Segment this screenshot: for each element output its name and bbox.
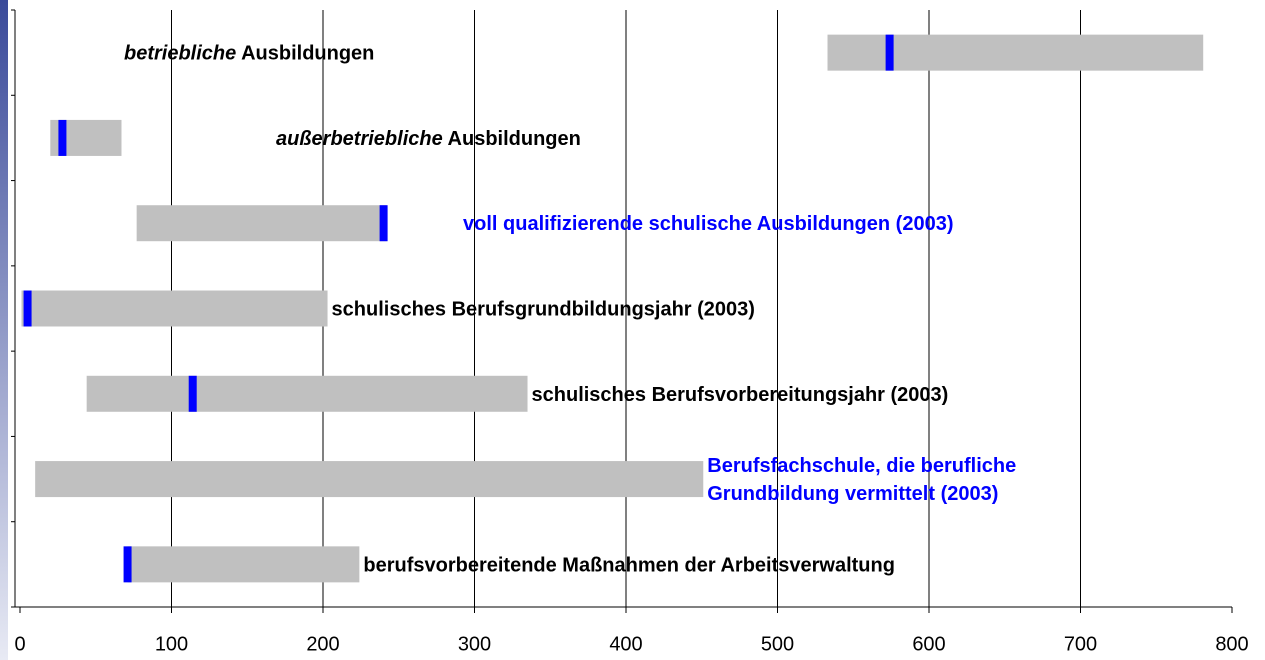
range-bar [86,375,528,412]
label-part: schulisches Berufsgrundbildungsjahr (200… [332,299,755,321]
x-tick-label: 100 [155,633,188,655]
side-strip [0,0,8,660]
label-part: schulisches Berufsvorbereitungsjahr (200… [532,384,949,406]
label-part: voll qualifizierende schulische Ausbildu… [463,213,953,235]
x-tick-label: 500 [761,633,794,655]
marker [23,290,32,327]
label-part: außerbetriebliche [276,128,443,150]
range-bar [827,34,1204,71]
bar-label: berufsvorbereitende Maßnahmen der Arbeit… [363,555,895,577]
bar-label: Grundbildung vermittelt (2003) [707,483,998,505]
range-bar [21,290,328,327]
x-tick-label: 800 [1215,633,1248,655]
range-bar [35,461,704,498]
x-tick-label: 600 [912,633,945,655]
label-part: berufsvorbereitende Maßnahmen der Arbeit… [363,555,895,577]
x-tick-label: 400 [609,633,642,655]
bar-label: betriebliche Ausbildungen [124,43,374,65]
label-part: betriebliche [124,43,236,65]
bar-label: schulisches Berufsvorbereitungsjahr (200… [532,384,949,406]
bar-label: Berufsfachschule, die berufliche [707,455,1016,477]
label-part: Grundbildung vermittelt (2003) [707,483,998,505]
bar-label: außerbetriebliche Ausbildungen [276,128,581,150]
bar-label: schulisches Berufsgrundbildungsjahr (200… [332,299,755,321]
range-bar [136,205,387,242]
label-part: Berufsfachschule, die berufliche [707,455,1016,477]
marker [885,34,894,71]
marker [188,375,197,412]
x-tick-label: 0 [14,633,25,655]
x-tick-label: 700 [1064,633,1097,655]
range-bar [127,546,360,583]
label-part: Ausbildungen [236,43,374,65]
label-part: Ausbildungen [443,128,581,150]
x-tick-label: 300 [458,633,491,655]
marker [379,205,388,242]
x-tick-label: 200 [306,633,339,655]
marker [58,119,67,156]
bar-label: voll qualifizierende schulische Ausbildu… [463,213,953,235]
marker [123,546,132,583]
